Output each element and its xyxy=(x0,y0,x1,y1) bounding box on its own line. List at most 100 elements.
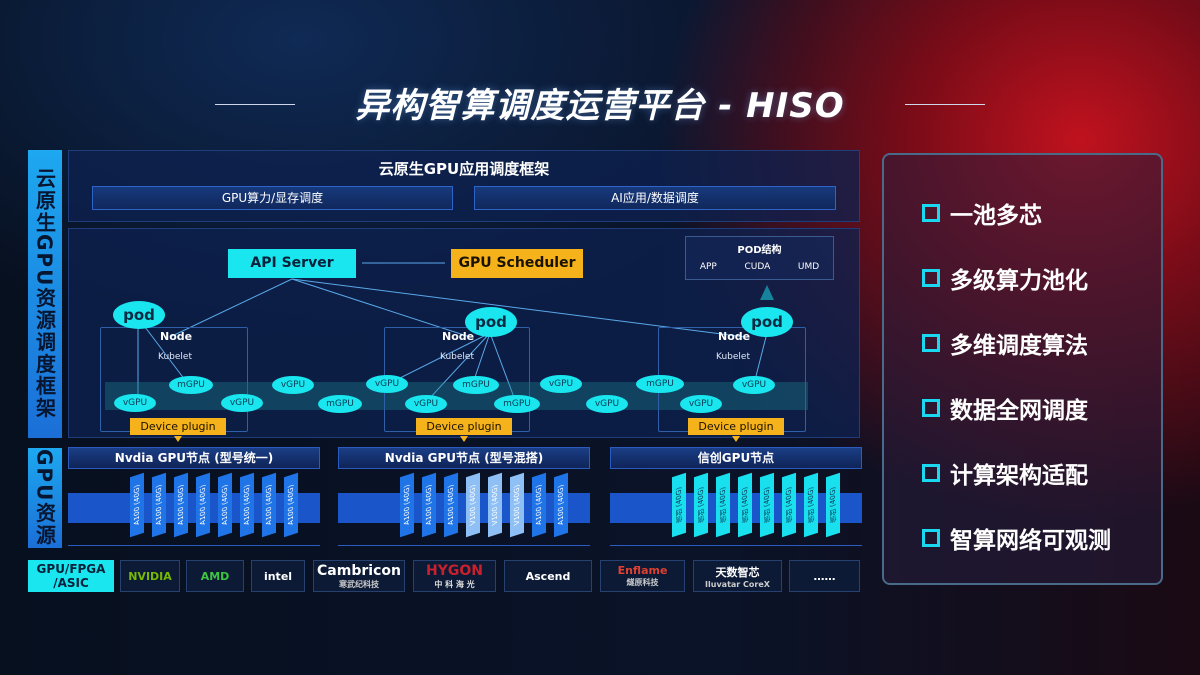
mgpu-ellipse: mGPU xyxy=(636,375,684,393)
gpu-card: 信创 (40G) xyxy=(672,472,686,538)
edge xyxy=(473,332,491,381)
pod-structure-item: UMD xyxy=(797,262,820,272)
gpu-card: A100 (40G) xyxy=(554,472,568,538)
vendor-logo: intel xyxy=(251,560,305,592)
vgpu-ellipse: vGPU xyxy=(272,376,314,394)
gpu-card: A100 (40G) xyxy=(218,472,232,538)
gpu-node-header: Nvdia GPU节点 (型号统一) xyxy=(68,447,320,469)
page-title: 异构智算调度运营平台 - HISO xyxy=(355,86,845,126)
checkbox-icon xyxy=(922,204,940,222)
checkbox-icon xyxy=(922,464,940,482)
vendor-name: intel xyxy=(263,569,293,583)
kubelet-label: Kubelet xyxy=(440,352,474,362)
gpu-node-bar xyxy=(68,493,320,523)
gpu-card: A100 (40G) xyxy=(400,472,414,538)
device-plugin-box: Device plugin xyxy=(688,418,784,435)
checkbox-icon xyxy=(922,399,940,417)
device-plugin-box: Device plugin xyxy=(416,418,512,435)
side-label-framework: 云原生GPU资源调度框架 xyxy=(28,150,62,438)
down-arrow-icon xyxy=(460,436,468,442)
node-label: Node xyxy=(718,330,751,343)
gpu-node-bar xyxy=(338,493,590,523)
side-label-resources: GPU资源 xyxy=(28,448,62,548)
gpu-card: 信创 (40G) xyxy=(826,472,840,538)
vendor-name: Enflame xyxy=(617,564,668,577)
gpu-card: A100 (40G) xyxy=(422,472,436,538)
pod-structure-item: APP xyxy=(699,262,717,272)
vendor-name: Cambricon xyxy=(317,562,401,579)
gpu-card: A100 (40G) xyxy=(174,472,188,538)
pod-structure-box: POD结构 APP CUDA UMD xyxy=(685,236,834,280)
vgpu-ellipse: vGPU xyxy=(586,395,628,413)
vgpu-ellipse: vGPU xyxy=(114,394,156,412)
vgpu-ellipse: vGPU xyxy=(540,375,582,393)
gpu-card: 信创 (40G) xyxy=(694,472,708,538)
gpu-card: 信创 (40G) xyxy=(738,472,752,538)
vendor-name: AMD xyxy=(200,569,230,583)
vgpu-ellipse: vGPU xyxy=(405,395,447,413)
vendor-sub: Iluvatar CoreX xyxy=(705,579,770,589)
gpu-card: 信创 (40G) xyxy=(716,472,730,538)
gpu-card: 信创 (40G) xyxy=(782,472,796,538)
gpu-compute-scheduling-box: GPU算力/显存调度 xyxy=(92,186,453,210)
vendor-logo: Ascend xyxy=(504,560,592,592)
feature-item: 多维调度算法 xyxy=(922,326,1088,360)
pod: pod xyxy=(465,307,517,337)
mgpu-ellipse: mGPU xyxy=(169,376,213,394)
app-framework-title: 云原生GPU应用调度框架 xyxy=(378,160,550,178)
mgpu-ellipse: mGPU xyxy=(494,395,540,413)
checkbox-icon xyxy=(922,269,940,287)
gpu-node-header: Nvdia GPU节点 (型号混搭) xyxy=(338,447,590,469)
vendor-sub: 寒武纪科技 xyxy=(339,579,379,589)
pod-structure-item: CUDA xyxy=(744,262,771,272)
feature-item: 计算架构适配 xyxy=(922,456,1088,490)
title-line-right xyxy=(905,104,985,105)
node-label: Node xyxy=(160,330,193,343)
kubelet-label: Kubelet xyxy=(716,352,750,362)
feature-label: 多级算力池化 xyxy=(950,268,1088,294)
gpu-node-bar xyxy=(610,493,862,523)
feature-item: 一池多芯 xyxy=(922,196,1042,230)
feature-label: 数据全网调度 xyxy=(950,398,1088,424)
vendor-name: Ascend xyxy=(525,569,571,583)
gpu-node-base xyxy=(338,540,590,546)
gpu-card: V100 (40G) xyxy=(488,472,502,538)
down-arrow-icon xyxy=(732,436,740,442)
vendor-logo: 天数智芯 Iluvatar CoreX xyxy=(693,560,782,592)
gpu-card: A100 (40G) xyxy=(284,472,298,538)
side-label-chips: GPU/FPGA /ASIC xyxy=(28,560,114,592)
gpu-card: A100 (40G) xyxy=(130,472,144,538)
gpu-card: A100 (40G) xyxy=(240,472,254,538)
vgpu-ellipse: vGPU xyxy=(680,395,722,413)
vendor-name: …… xyxy=(813,569,836,583)
kubelet-label: Kubelet xyxy=(158,352,192,362)
gpu-card: 信创 (40G) xyxy=(804,472,818,538)
vendor-name: 天数智芯 xyxy=(715,565,760,579)
gpu-card: V100 (40G) xyxy=(510,472,524,538)
vendor-name: NVIDIA xyxy=(128,569,172,583)
gpu-card: 信创 (40G) xyxy=(760,472,774,538)
edge xyxy=(389,332,491,384)
edge xyxy=(489,332,516,401)
edge xyxy=(427,332,491,401)
edge xyxy=(754,332,768,381)
gpu-card: A100 (40G) xyxy=(532,472,546,538)
vendor-logo: …… xyxy=(789,560,860,592)
down-arrow-icon xyxy=(174,436,182,442)
gpu-card: V100 (40G) xyxy=(466,472,480,538)
vendor-logo: NVIDIA xyxy=(120,560,180,592)
gpu-card: A100 (40G) xyxy=(262,472,276,538)
feature-label: 多维调度算法 xyxy=(950,333,1088,359)
node-label: Node xyxy=(442,330,475,343)
gpu-node-base xyxy=(610,540,862,546)
feature-item: 数据全网调度 xyxy=(922,391,1088,425)
vendor-name: HYGON xyxy=(426,562,483,579)
gpu-node-header: 信创GPU节点 xyxy=(610,447,862,469)
vendor-sub: 中 科 海 光 xyxy=(434,579,475,589)
feature-item: 智算网络可观测 xyxy=(922,521,1111,555)
pod-structure-title: POD结构 xyxy=(737,245,782,256)
gpu-card: A100 (40G) xyxy=(444,472,458,538)
gpu-card: A100 (40G) xyxy=(196,472,210,538)
vendor-logo: Enflame 燧原科技 xyxy=(600,560,685,592)
vendor-logo: Cambricon 寒武纪科技 xyxy=(313,560,405,592)
